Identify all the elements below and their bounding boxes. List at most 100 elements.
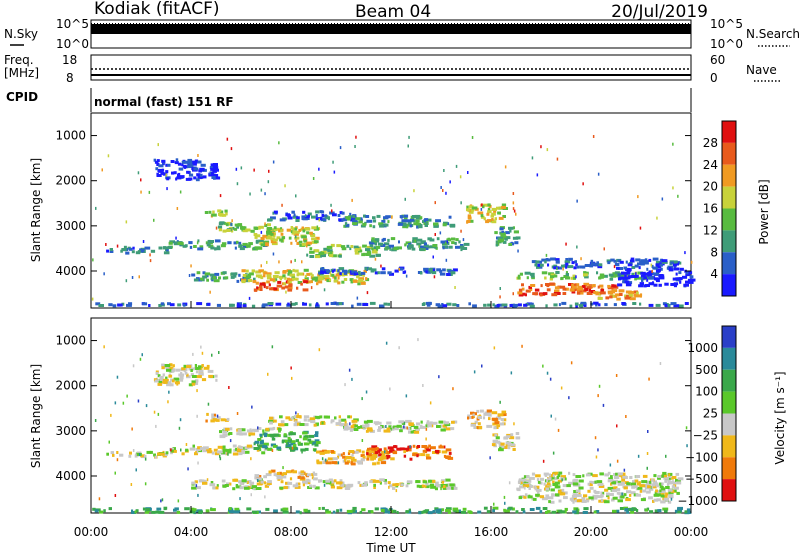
heatmap-cell xyxy=(171,449,177,453)
heatmap-cell xyxy=(658,274,664,277)
heatmap-cell xyxy=(213,168,218,172)
heatmap-speckle xyxy=(684,251,686,255)
heatmap-cell xyxy=(460,244,464,247)
heatmap-cell xyxy=(346,244,350,248)
heatmap-cell xyxy=(474,420,478,424)
heatmap-cell xyxy=(635,258,641,262)
heatmap-speckle xyxy=(257,443,259,447)
heatmap-speckle xyxy=(562,267,564,271)
heatmap-cell xyxy=(565,265,568,269)
heatmap-cell-group xyxy=(593,289,643,301)
heatmap-cell xyxy=(645,508,648,512)
heatmap-cell xyxy=(487,203,491,207)
heatmap-cell xyxy=(338,218,344,222)
heatmap-speckle xyxy=(236,182,239,186)
heatmap-cell xyxy=(273,228,277,232)
heatmap-cell xyxy=(245,275,252,279)
heatmap-cell xyxy=(375,451,379,455)
heatmap-cell xyxy=(684,302,689,305)
heatmap-cell xyxy=(588,483,593,487)
heatmap-cell xyxy=(204,211,209,214)
heatmap-cell xyxy=(608,477,613,481)
heatmap-cell xyxy=(353,428,359,431)
heatmap-cell xyxy=(181,367,186,371)
heatmap-cell xyxy=(578,304,583,308)
heatmap-cell xyxy=(483,412,489,416)
heatmap-speckle xyxy=(508,481,511,485)
heatmap-cell xyxy=(360,454,365,458)
heatmap-cell xyxy=(259,282,266,286)
heatmap-cell xyxy=(575,494,582,498)
heatmap-cell xyxy=(109,250,114,253)
heatmap-cell xyxy=(512,448,516,451)
heatmap-cell xyxy=(251,304,256,308)
heatmap-cell xyxy=(258,225,264,229)
heatmap-speckle xyxy=(356,296,359,300)
heatmap-cell xyxy=(507,446,511,450)
heatmap-cell xyxy=(660,274,665,278)
heatmap-cell-group xyxy=(153,158,221,182)
heatmap-cell xyxy=(263,475,267,479)
heatmap-speckle xyxy=(332,160,334,164)
heatmap-cell xyxy=(491,220,497,224)
heatmap-cell xyxy=(287,280,290,284)
heatmap-cell xyxy=(528,285,532,289)
heatmap-cell xyxy=(321,506,325,510)
heatmap-cell xyxy=(648,303,654,307)
heatmap-cell xyxy=(213,279,220,283)
heatmap-cell xyxy=(294,269,299,273)
heatmap-cell xyxy=(529,272,535,276)
time-axis: 00:00 04:00 08:00 12:00 16:00 20:00 00:00 xyxy=(74,301,708,539)
heatmap-cell xyxy=(529,476,535,480)
heatmap-cell xyxy=(472,413,475,417)
heatmap-cell xyxy=(215,378,218,382)
heatmap-cell xyxy=(422,484,427,488)
heatmap-cell xyxy=(685,271,689,275)
heatmap-cell-group xyxy=(318,266,458,276)
heatmap-cell xyxy=(653,493,660,497)
colorbar-swatch xyxy=(722,479,736,501)
heatmap-cell xyxy=(276,284,283,288)
heatmap-speckle xyxy=(650,263,653,267)
heatmap-cell xyxy=(676,491,680,495)
heatmap-cell xyxy=(434,245,437,249)
heatmap-cell xyxy=(367,510,373,514)
heatmap-cell xyxy=(413,430,420,434)
heatmap-cell xyxy=(366,245,373,249)
heatmap-speckle xyxy=(355,135,357,139)
heatmap-speckle xyxy=(432,255,434,259)
heatmap-cell xyxy=(386,427,390,431)
heatmap-cell xyxy=(296,277,299,281)
heatmap-cell xyxy=(308,479,311,483)
heatmap-cell xyxy=(350,280,354,284)
heatmap-cell xyxy=(494,421,500,425)
heatmap-cell xyxy=(110,451,114,455)
heatmap-cell xyxy=(552,483,559,486)
heatmap-cell xyxy=(194,452,198,456)
heatmap-cell xyxy=(664,282,669,286)
heatmap-speckle xyxy=(661,197,664,201)
heatmap-cell xyxy=(229,448,232,452)
heatmap-cell xyxy=(390,509,396,513)
heatmap-cell xyxy=(309,484,312,488)
heatmap-cell xyxy=(263,285,266,289)
heatmap-cell xyxy=(662,471,667,475)
heatmap-cell xyxy=(504,237,508,241)
heatmap-cell-group xyxy=(217,221,281,233)
heatmap-cell xyxy=(511,443,516,447)
heatmap-cell xyxy=(437,304,444,308)
heatmap-cell xyxy=(259,284,263,288)
heatmap-cell xyxy=(668,268,674,272)
heatmap-cell xyxy=(495,440,501,444)
heatmap-cell xyxy=(649,480,652,484)
heatmap-cell xyxy=(121,248,127,252)
heatmap-cell xyxy=(324,216,330,220)
heatmap-cell xyxy=(263,271,268,275)
heatmap-cell xyxy=(311,215,316,219)
heatmap-cell xyxy=(276,236,281,240)
heatmap-cell xyxy=(573,276,576,280)
heatmap-cell xyxy=(168,369,175,373)
heatmap-cell xyxy=(377,449,380,453)
heatmap-cell xyxy=(338,415,341,419)
heatmap-speckle xyxy=(92,258,94,262)
